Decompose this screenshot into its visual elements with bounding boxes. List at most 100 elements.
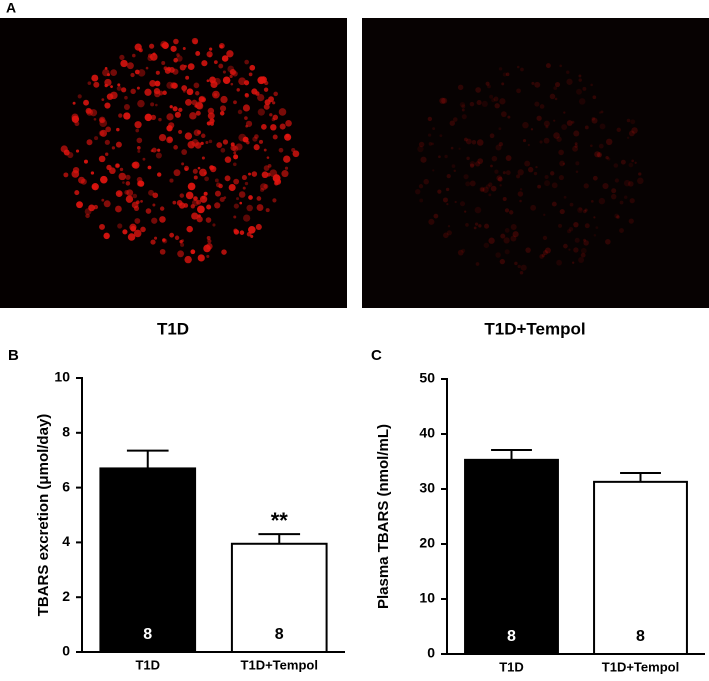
y-tick-label: 40	[419, 425, 435, 441]
speck	[273, 91, 278, 97]
speck	[575, 170, 579, 173]
speck	[229, 69, 236, 76]
speck	[267, 163, 272, 168]
speck	[185, 191, 194, 200]
speck	[245, 124, 248, 128]
speck	[509, 210, 514, 215]
speck	[569, 202, 574, 207]
speck	[251, 171, 258, 177]
speck	[207, 112, 215, 120]
speck	[461, 114, 467, 120]
speck	[567, 229, 572, 234]
speck	[131, 201, 139, 209]
speck	[626, 118, 631, 123]
speck	[498, 127, 502, 131]
speck	[553, 132, 560, 139]
speck	[504, 208, 510, 213]
speck	[542, 235, 548, 241]
speck	[466, 156, 470, 161]
speck	[638, 172, 642, 176]
speck	[476, 100, 482, 106]
speck	[517, 264, 521, 269]
speck	[248, 72, 253, 77]
speck	[124, 95, 128, 100]
speck	[98, 155, 106, 163]
speck	[446, 173, 451, 179]
speck	[480, 187, 485, 192]
speck	[450, 146, 454, 150]
x-tick-label: T1D	[135, 657, 160, 672]
speck	[502, 171, 506, 175]
speck	[233, 229, 240, 235]
speck	[634, 161, 637, 164]
speck	[138, 48, 143, 53]
speck	[578, 257, 585, 264]
speck	[505, 155, 512, 161]
speck	[93, 81, 100, 88]
speck	[272, 174, 281, 183]
speck	[212, 90, 220, 99]
speck	[544, 174, 549, 180]
speck	[420, 156, 427, 163]
speck	[559, 64, 562, 68]
speck	[590, 83, 593, 87]
speck	[132, 193, 138, 199]
speck	[279, 123, 286, 130]
speck	[243, 214, 251, 222]
speck	[490, 185, 497, 192]
speck	[502, 72, 507, 77]
speck	[150, 102, 155, 107]
speck	[98, 130, 105, 136]
speck	[184, 132, 193, 140]
speck	[517, 169, 524, 176]
speck	[140, 226, 146, 233]
speck	[209, 165, 215, 171]
speck	[551, 201, 557, 207]
speck	[417, 145, 424, 153]
speck	[151, 217, 158, 224]
speck	[230, 82, 234, 86]
speck	[507, 115, 511, 119]
speck	[488, 182, 493, 187]
speck	[272, 134, 278, 140]
speck	[152, 52, 156, 56]
speck	[167, 136, 173, 142]
speck	[161, 41, 169, 49]
speck	[98, 116, 106, 124]
speck	[178, 129, 183, 134]
speck	[272, 198, 277, 203]
bar	[464, 458, 559, 655]
speck	[104, 139, 110, 145]
speck	[415, 188, 421, 195]
speck	[616, 127, 621, 133]
speck	[185, 98, 192, 106]
speck	[505, 170, 511, 176]
speck	[155, 103, 158, 107]
speck	[542, 250, 548, 256]
speck	[255, 91, 260, 96]
y-tick-label: 8	[62, 424, 70, 440]
speck	[258, 139, 264, 144]
speck	[614, 213, 620, 219]
speck	[199, 168, 207, 177]
speck	[88, 204, 95, 212]
speck	[539, 104, 545, 109]
speck	[105, 126, 112, 133]
y-tick-label: 20	[419, 535, 435, 551]
speck	[576, 88, 583, 95]
speck	[419, 198, 424, 203]
speck	[498, 67, 503, 71]
speck	[444, 154, 448, 159]
n-label: 8	[636, 628, 645, 645]
speck	[253, 144, 260, 151]
speck	[111, 146, 116, 150]
speck	[556, 259, 562, 266]
speck	[154, 236, 158, 240]
speck	[201, 156, 205, 160]
speck	[630, 119, 636, 125]
speck	[193, 82, 200, 89]
speck	[573, 247, 579, 253]
n-label: 8	[143, 626, 152, 643]
speck	[598, 111, 602, 114]
speck	[219, 111, 225, 116]
